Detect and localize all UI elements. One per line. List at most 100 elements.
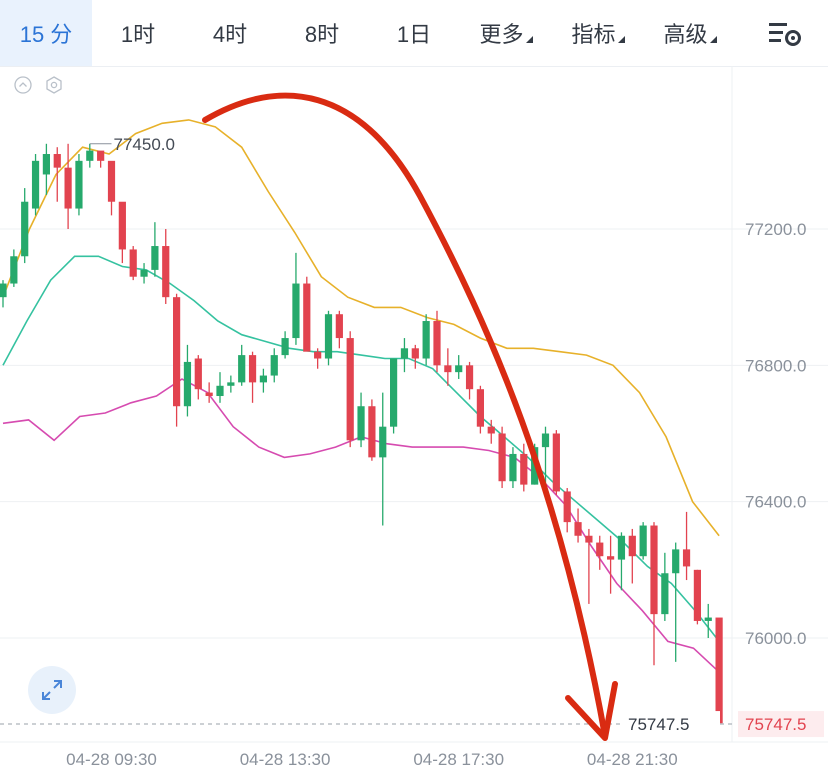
candle-body [97,150,105,161]
candle-body [455,365,463,373]
fullscreen-button[interactable] [28,666,76,714]
annotation-arrowhead [565,681,618,741]
high-price-label: 77450.0 [114,135,175,154]
current-price-label: 75747.5 [628,715,689,734]
tab-more[interactable]: 更多 [460,0,552,66]
tab-label: 高级 [663,22,708,47]
candle-body [140,269,148,277]
candle-body [314,351,322,359]
tab-label: 1日 [396,22,432,47]
x-tick-label: 04-28 21:30 [587,750,678,769]
candle-body [574,522,582,536]
candle-body [563,491,571,523]
candle-body [628,535,636,557]
ma-upper-line [2,119,720,537]
candle-body [107,160,116,202]
candle-body [0,283,7,298]
candle-body [53,154,61,168]
y-tick-label: 76000.0 [745,629,806,648]
candle-body [86,150,94,161]
candle-body [379,426,387,458]
tab-label: 15 分 [19,22,73,47]
candle-body [509,453,517,482]
candle-body [390,358,398,427]
candle-body [31,160,40,209]
candle-body [248,355,257,383]
candle-body [596,542,604,557]
current-price-label-bg [620,711,720,736]
candle-body [693,569,701,621]
current-price-axis-label: 75747.5 [745,715,806,734]
tab-indicators[interactable]: 指标 [552,0,644,66]
candle-body [151,246,159,270]
candle-body [194,358,202,390]
dropdown-triangle-icon [525,35,533,43]
candle-body [650,525,658,615]
dropdown-triangle-icon [617,35,625,43]
candle-body [704,617,712,621]
tab-8h[interactable]: 8时 [276,0,368,66]
candle-body [682,549,691,567]
x-tick-label: 04-28 09:30 [66,750,157,769]
indicator-settings-icon[interactable] [45,76,63,94]
candle-body [498,433,506,482]
tab-label: 指标 [571,22,616,47]
candle-body [422,321,430,359]
current-price-axis-bg [738,711,824,738]
tab-4h[interactable]: 4时 [184,0,276,66]
annotation-arrow [202,92,608,739]
collapse-up-icon[interactable] [14,76,32,94]
period-toolbar: 15 分 1时 4时 8时 1日 更多 指标 高级 [0,0,828,67]
candle-body [10,256,18,284]
tab-15m[interactable]: 15 分 [0,0,92,66]
candle-body [552,433,560,492]
dropdown-triangle-icon [709,35,717,43]
candle-body [368,406,376,458]
candle-body [205,392,213,397]
y-tick-label: 77200.0 [745,220,806,239]
candle-body [42,154,50,175]
tab-label: 1时 [120,22,156,47]
candle-body [400,348,409,359]
candle-body [173,297,181,407]
candle-body [346,338,354,441]
candle-body [162,246,170,298]
x-tick-label: 04-28 17:30 [413,750,504,769]
candle-body [183,361,192,407]
candle-body [281,338,289,356]
candle-body [75,160,83,209]
candle-body [21,201,29,257]
candle-body [64,167,72,209]
candle-body [411,348,419,359]
candle-body [259,375,267,383]
ma-mid-line [2,255,720,642]
candle-body [303,283,311,352]
candle-body [227,382,235,386]
y-tick-label: 76400.0 [745,493,806,512]
x-tick-label: 04-28 13:30 [240,750,331,769]
candle-body [661,573,669,615]
candle-body [324,314,333,359]
tab-advanced[interactable]: 高级 [644,0,736,66]
candle-body [715,617,723,724]
chart-settings-icon[interactable] [768,18,802,48]
candlestick-chart[interactable]: 77200.0 76800.0 76400.0 76000.0 04-28 09:30 0… [0,66,828,776]
candle-body [672,549,680,574]
tab-1h[interactable]: 1时 [92,0,184,66]
candle-body [617,535,626,560]
candle-body [487,426,495,434]
candle-body [541,433,550,448]
candle-body [216,385,224,397]
candle-body [357,406,365,441]
candle-body [607,556,615,560]
tab-1d[interactable]: 1日 [368,0,460,66]
candle-body [129,249,137,277]
candle-body [465,365,474,390]
candle-body [335,314,343,339]
tab-label: 更多 [479,22,524,47]
candle-body [270,355,278,376]
candle-body [118,201,126,250]
tab-label: 8时 [304,22,340,47]
candle-body [476,389,484,427]
expand-icon [42,680,62,700]
